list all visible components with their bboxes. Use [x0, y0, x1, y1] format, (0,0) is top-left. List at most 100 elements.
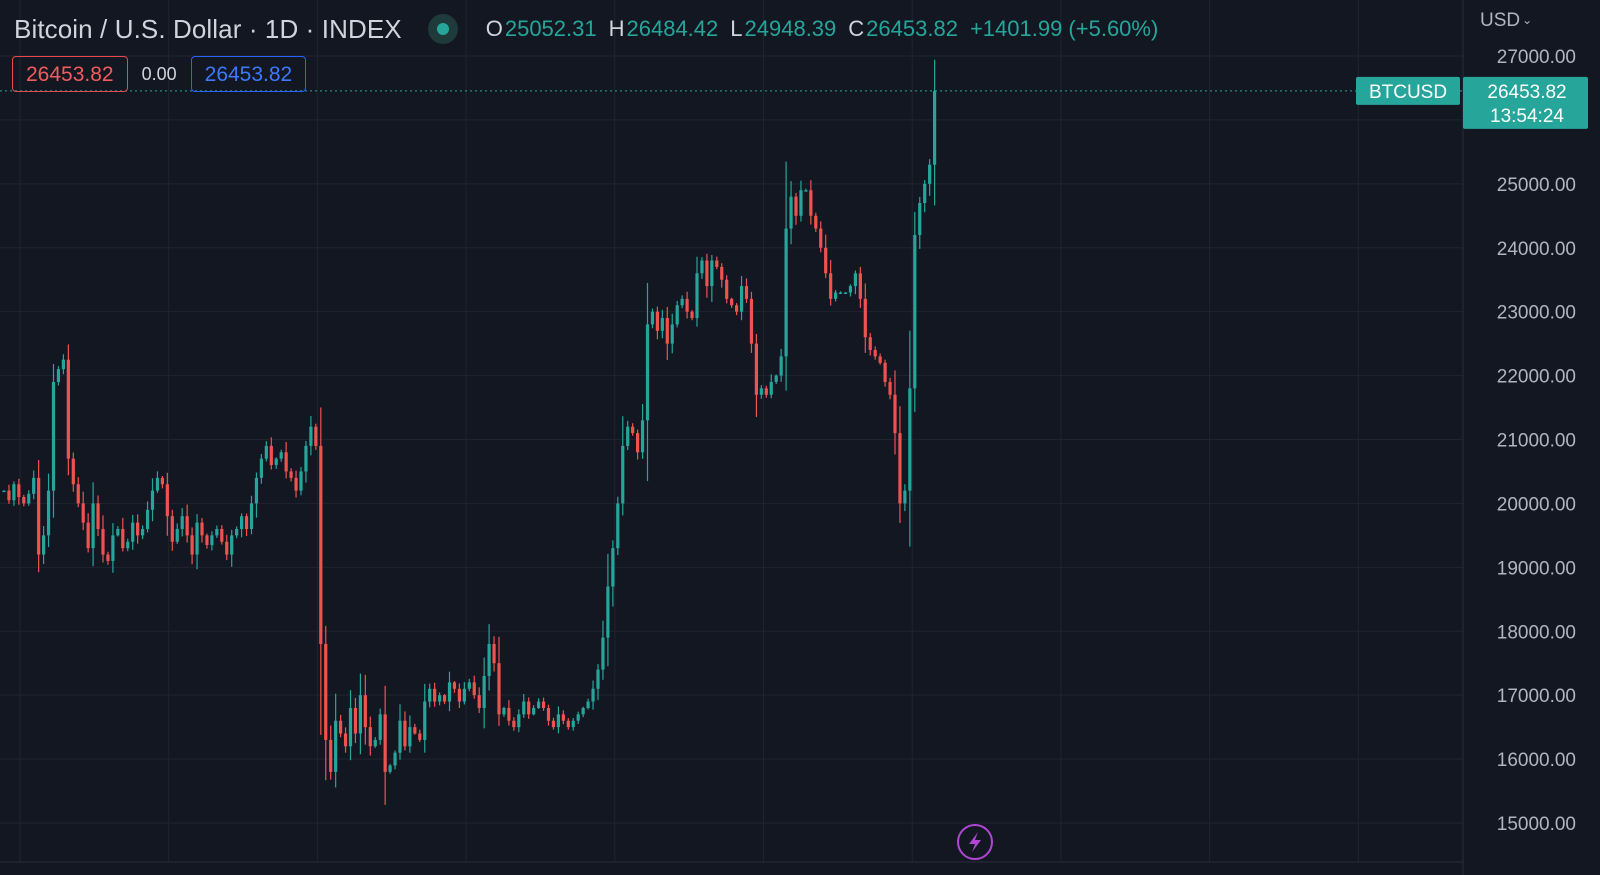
candle-body	[472, 682, 476, 696]
candle	[136, 514, 140, 544]
candle-body	[784, 228, 788, 357]
symbol-badge: BTCUSD	[1356, 76, 1460, 105]
candle-body	[616, 503, 620, 549]
candle-body	[32, 477, 36, 494]
candle-body	[46, 490, 51, 536]
candle-body	[358, 695, 362, 734]
candles	[2, 59, 937, 805]
candle-body	[522, 701, 526, 715]
y-tick-label: 15000.00	[1497, 814, 1576, 835]
candle	[294, 470, 298, 498]
symbol-title[interactable]: Bitcoin / U.S. Dollar · 1D · INDEX	[14, 13, 402, 44]
candle-body	[660, 318, 664, 331]
open-label: O	[485, 16, 503, 41]
y-axis-ticks: 15000.00 16000.00 17000.00 18000.00 19000.00…	[1497, 47, 1576, 835]
candle	[442, 693, 447, 705]
candle	[363, 674, 367, 745]
candle-body	[799, 190, 803, 216]
candle-body	[700, 260, 704, 274]
candle-body	[353, 707, 358, 734]
candle	[517, 709, 521, 733]
candle	[17, 478, 21, 505]
candle	[66, 344, 70, 476]
candle	[660, 309, 664, 339]
candle-body	[710, 260, 714, 287]
candle	[284, 441, 288, 479]
candle-body	[502, 707, 506, 715]
candle-body	[418, 733, 422, 740]
candle-body	[17, 484, 21, 498]
candle-body	[438, 695, 442, 702]
candle	[933, 59, 937, 206]
candle-body	[834, 292, 838, 299]
candle-body	[428, 688, 432, 702]
sell-price-button[interactable]: 26453.82	[12, 56, 128, 92]
candle	[621, 416, 625, 516]
candle	[551, 717, 556, 730]
candle-body	[537, 701, 541, 708]
candle-body	[215, 528, 219, 536]
buy-price-button[interactable]: 26453.82	[190, 56, 307, 92]
candle-body	[165, 484, 169, 517]
candle	[309, 416, 313, 456]
candle	[878, 353, 882, 365]
candle	[858, 266, 862, 308]
candle	[774, 374, 778, 385]
candle-body	[22, 497, 26, 504]
candle-body	[626, 426, 630, 446]
candle	[274, 457, 278, 469]
candle	[403, 711, 407, 751]
candle	[86, 513, 90, 553]
candle-body	[284, 452, 288, 472]
candle	[12, 481, 16, 506]
candle-body	[705, 260, 709, 287]
y-tick-label: 16000.00	[1497, 750, 1576, 771]
candle	[898, 406, 902, 523]
candle-body	[423, 701, 427, 740]
candle-body	[457, 688, 461, 702]
trade-panel: 26453.82 0.00 26453.82	[12, 56, 307, 92]
candle-body	[838, 292, 843, 294]
candle-body	[210, 535, 214, 545]
candle-body	[240, 516, 244, 529]
candle-body	[611, 548, 615, 587]
candle	[645, 282, 650, 482]
candle	[210, 531, 214, 551]
last-price-value: 26453.82	[1487, 82, 1566, 103]
currency-selector[interactable]: USD ⌄	[1480, 10, 1532, 32]
candle-body	[373, 739, 377, 747]
candle	[725, 275, 729, 304]
candle	[591, 680, 595, 710]
candle	[794, 192, 798, 225]
candle-body	[794, 196, 798, 216]
candle-body	[96, 503, 100, 529]
candle-body	[160, 477, 164, 485]
y-tick-label: 21000.00	[1497, 431, 1576, 452]
candle	[121, 517, 125, 552]
price-change: +1401.99 (+5.60%)	[969, 16, 1159, 41]
candle-body	[71, 458, 75, 485]
market-status-icon[interactable]	[427, 14, 458, 44]
candle-body	[725, 279, 729, 299]
candle-body	[279, 452, 283, 459]
candle	[546, 704, 551, 726]
candle-body	[492, 644, 496, 664]
candle	[462, 682, 466, 705]
lightning-icon[interactable]	[957, 824, 993, 860]
candle	[502, 706, 506, 717]
candle	[383, 685, 387, 805]
candle	[165, 472, 169, 536]
candle-body	[868, 337, 872, 351]
chart-grid	[0, 0, 1463, 862]
candle-body	[918, 203, 922, 235]
candle	[457, 683, 461, 709]
candle-body	[863, 298, 867, 338]
candle	[626, 420, 630, 451]
candle-body	[2, 490, 6, 493]
candle	[348, 690, 353, 761]
candle-body	[343, 733, 348, 747]
candle	[908, 330, 912, 547]
candle	[358, 673, 362, 755]
candle	[695, 256, 699, 327]
